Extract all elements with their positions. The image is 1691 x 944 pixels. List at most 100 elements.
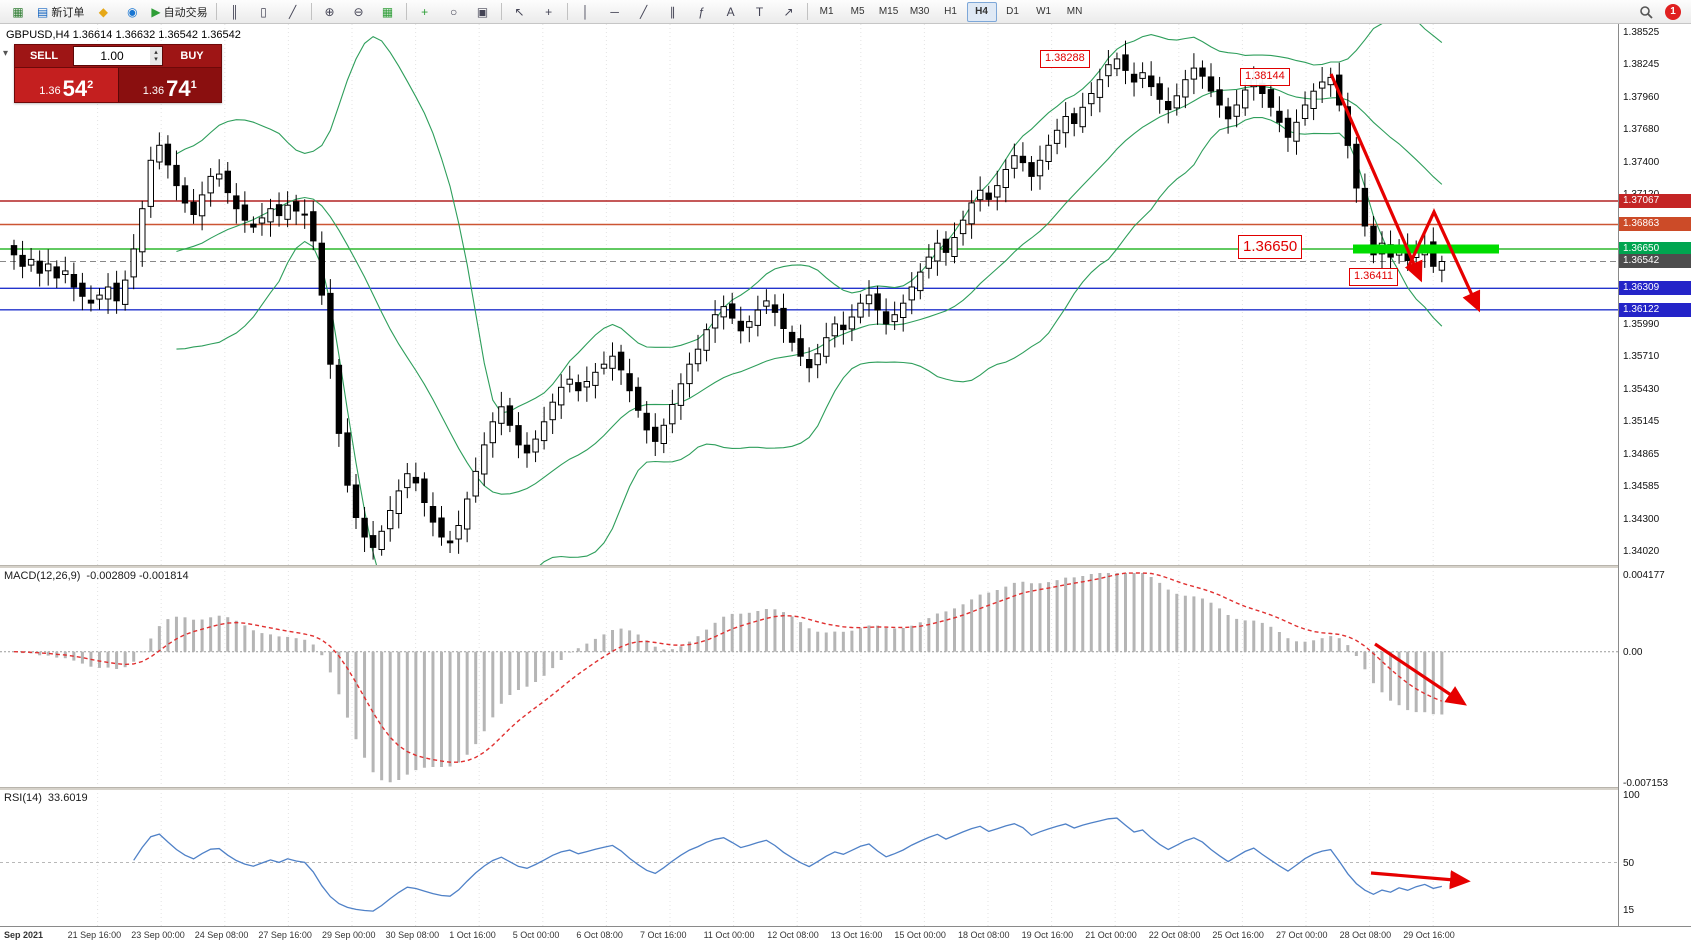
price-tick: 1.37400 <box>1623 157 1660 168</box>
time-label: 15 Oct 00:00 <box>894 930 946 940</box>
templates-button[interactable]: ▣ <box>469 1 497 23</box>
time-label: 11 Oct 00:00 <box>703 930 755 940</box>
time-label: 30 Sep 08:00 <box>385 930 440 940</box>
buy-price-prefix: 1.36 <box>142 85 165 97</box>
community-icon: ◉ <box>127 4 138 19</box>
timeframe-h4-button[interactable]: H4 <box>966 1 997 22</box>
timeframe-h1-button[interactable]: H1 <box>944 6 957 17</box>
timeframe-mn-button[interactable]: MN <box>1066 6 1083 17</box>
fibonacci-button[interactable]: ƒ <box>688 1 716 23</box>
time-axis[interactable]: Sep 2021 21 Sep 16:00 23 Sep 00:00 24 Sep 0… <box>0 926 1691 944</box>
horizontal-line-button[interactable]: ─ <box>601 1 629 23</box>
volume-up-icon[interactable]: ▴ <box>154 49 158 56</box>
time-label: 24 Sep 08:00 <box>194 930 249 940</box>
toolbar-separator <box>405 3 407 20</box>
sell-price-main: 54 <box>62 76 88 101</box>
timeframe-d1-button[interactable]: D1 <box>1006 6 1019 17</box>
toolbar-separator <box>310 3 312 20</box>
time-label: 23 Sep 00:00 <box>131 930 185 940</box>
timeframe-m1-button[interactable]: M1 <box>819 6 834 17</box>
rsi-value: 33.6019 <box>47 792 88 804</box>
new-order-icon: ▤ <box>37 4 49 19</box>
time-label: Sep 2021 <box>4 930 44 940</box>
time-label: 27 Oct 00:00 <box>1276 930 1328 940</box>
periods-icon: ○ <box>449 4 458 19</box>
candlestick-chart[interactable] <box>0 24 1618 565</box>
volume-field[interactable]: ▴ ▾ <box>73 46 163 66</box>
rsi-panel[interactable]: RSI(14) 33.6019 <box>0 789 1618 926</box>
crosshair-icon: + <box>545 4 553 19</box>
crosshair-button[interactable]: + <box>535 1 563 23</box>
price-tick: 50 <box>1623 858 1635 869</box>
candlestick-chart-button[interactable]: ▯ <box>250 1 278 23</box>
buy-price-main: 74 <box>166 76 191 101</box>
zoom-out-icon: ⊖ <box>353 4 364 19</box>
time-label: 6 Oct 08:00 <box>576 930 623 940</box>
volume-spinner[interactable]: ▴ ▾ <box>150 47 162 65</box>
price-tick: 0.00 <box>1623 647 1643 658</box>
zoom-in-icon: ⊕ <box>324 4 335 19</box>
timeframe-bar: M1 M5 M15 M30 H1 H4 D1 W1 MN <box>812 1 1090 22</box>
macd-title: MACD(12,26,9) <box>4 570 81 582</box>
main-toolbar: ▦ ▤ 新订单 ◆ ◉ ▶ 自动交易 ║ ▯ ╱ ⊕ ⊖ ▦ + ○ ▣ ↖ + │ ─ ╱ ∥ ƒ A T ↗ M1 M5 M15 M… <box>0 0 1691 24</box>
toolbar-separator <box>215 3 217 20</box>
community-button[interactable]: ◉ <box>118 1 146 23</box>
vertical-line-button[interactable]: │ <box>572 1 600 23</box>
line-chart-button[interactable]: ╱ <box>279 1 307 23</box>
price-chart-panel[interactable]: GBPUSD,H4 1.36614 1.36632 1.36542 1.3654… <box>0 24 1618 565</box>
price-tick: 1.34585 <box>1623 481 1660 492</box>
zoom-out-button[interactable]: ⊖ <box>345 1 373 23</box>
price-badge: 1.36863 <box>1619 217 1691 231</box>
price-annotation[interactable]: 1.36411 <box>1349 268 1398 286</box>
macd-header: MACD(12,26,9) -0.002809 -0.001814 <box>4 570 189 582</box>
trendline-button[interactable]: ╱ <box>630 1 658 23</box>
volume-down-icon[interactable]: ▾ <box>154 56 158 63</box>
sell-price-sup: 2 <box>87 79 94 91</box>
panel-splitter[interactable] <box>0 565 1691 568</box>
indicators-button[interactable]: + <box>411 1 439 23</box>
buy-button[interactable]: 1.36 74 1 <box>118 68 221 102</box>
autotrading-button[interactable]: ▶ 自动交易 <box>147 1 211 23</box>
new-order-button[interactable]: ▤ 新订单 <box>33 1 88 23</box>
cursor-button[interactable]: ↖ <box>506 1 534 23</box>
macd-chart[interactable] <box>0 567 1618 787</box>
metaeditor-button[interactable]: ◆ <box>89 1 117 23</box>
vertical-line-icon: │ <box>581 4 590 19</box>
rsi-chart[interactable] <box>0 789 1618 926</box>
volume-input[interactable] <box>74 48 150 64</box>
text-label-button[interactable]: T <box>746 1 774 23</box>
equidistant-channel-button[interactable]: ∥ <box>659 1 687 23</box>
periods-button[interactable]: ○ <box>440 1 468 23</box>
autotrading-icon: ▶ <box>151 4 161 19</box>
time-label: 5 Oct 00:00 <box>512 930 560 940</box>
price-axis[interactable]: 1.385251.382451.379601.376801.374001.371… <box>1618 24 1691 926</box>
tile-windows-button[interactable]: ▦ <box>374 1 402 23</box>
macd-panel[interactable]: MACD(12,26,9) -0.002809 -0.001814 <box>0 567 1618 787</box>
rsi-header: RSI(14) 33.6019 <box>4 792 88 804</box>
timeframe-w1-button[interactable]: W1 <box>1036 6 1052 17</box>
sell-button[interactable]: 1.36 54 2 <box>15 68 119 102</box>
timeframe-m5-button[interactable]: M5 <box>850 6 865 17</box>
arrows-tool-button[interactable]: ↗ <box>775 1 803 23</box>
time-label: 21 Sep 16:00 <box>67 930 122 940</box>
text-label-icon: T <box>755 4 764 19</box>
price-annotation[interactable]: 1.38144 <box>1240 68 1290 86</box>
zoom-in-button[interactable]: ⊕ <box>316 1 344 23</box>
notification-badge[interactable]: 1 <box>1665 3 1681 20</box>
bars-chart-button[interactable]: ║ <box>221 1 249 23</box>
one-click-collapse-icon[interactable]: ▾ <box>3 48 9 59</box>
price-annotation[interactable]: 1.36650 <box>1238 235 1303 259</box>
panel-splitter[interactable] <box>0 787 1691 790</box>
arrows-tool-icon: ↗ <box>783 4 794 19</box>
price-annotation[interactable]: 1.38288 <box>1040 50 1090 68</box>
templates-icon: ▣ <box>476 4 489 19</box>
time-label: 29 Sep 00:00 <box>322 930 376 940</box>
search-icon[interactable] <box>1632 1 1660 23</box>
price-tick: 0.004177 <box>1623 570 1665 581</box>
buy-label: BUY <box>180 50 204 62</box>
bars-chart-icon: ║ <box>230 4 239 19</box>
timeframe-m30-button[interactable]: M30 <box>909 6 930 17</box>
text-button[interactable]: A <box>717 1 745 23</box>
timeframe-m15-button[interactable]: M15 <box>878 6 899 17</box>
new-chart-button[interactable]: ▦ <box>4 1 32 23</box>
